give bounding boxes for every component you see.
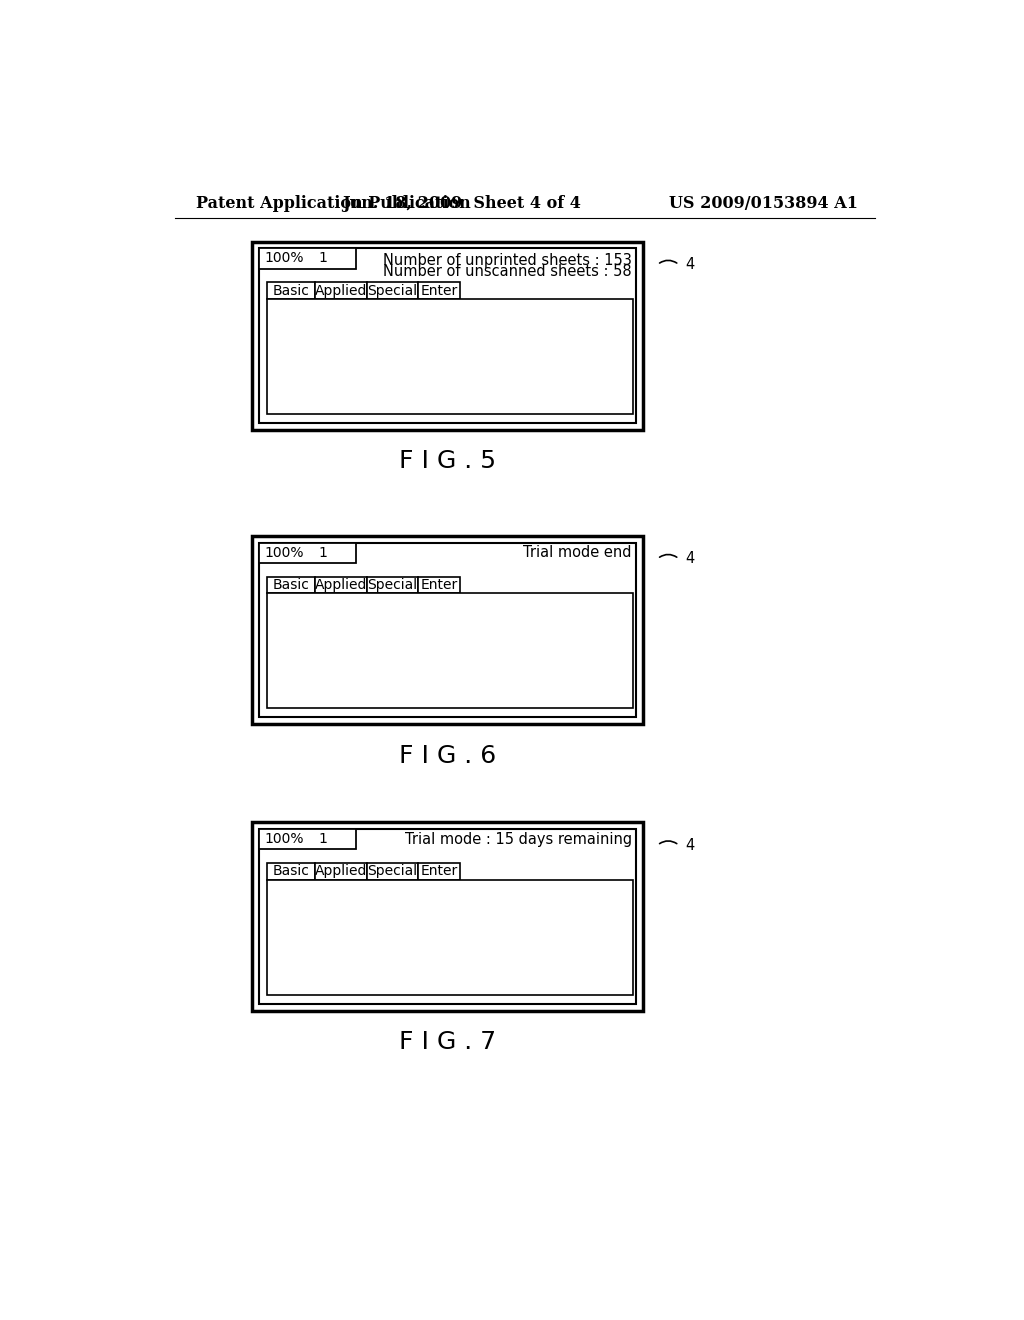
- Text: Enter: Enter: [421, 865, 458, 878]
- Text: Special: Special: [368, 284, 418, 298]
- Text: Basic: Basic: [272, 578, 309, 591]
- Text: F I G . 5: F I G . 5: [399, 449, 497, 474]
- Text: 4: 4: [685, 552, 694, 566]
- Text: 4: 4: [685, 838, 694, 853]
- Bar: [418, 863, 461, 880]
- Bar: [259, 248, 356, 268]
- Text: Trial mode : 15 days remaining: Trial mode : 15 days remaining: [404, 832, 632, 846]
- Text: Applied: Applied: [315, 284, 368, 298]
- Text: Number of unscanned sheets : 58: Number of unscanned sheets : 58: [383, 264, 632, 279]
- Text: US 2009/0153894 A1: US 2009/0153894 A1: [669, 194, 858, 211]
- Bar: [418, 577, 461, 594]
- Text: 100%: 100%: [264, 545, 304, 560]
- Text: Jun. 18, 2009  Sheet 4 of 4: Jun. 18, 2009 Sheet 4 of 4: [342, 194, 581, 211]
- Text: Enter: Enter: [421, 284, 458, 298]
- Text: F I G . 7: F I G . 7: [399, 1030, 497, 1055]
- Bar: [252, 242, 643, 430]
- Bar: [266, 282, 314, 300]
- Text: 100%: 100%: [264, 252, 304, 265]
- Text: Special: Special: [368, 578, 418, 591]
- Bar: [259, 543, 636, 718]
- Text: 100%: 100%: [264, 832, 304, 846]
- Bar: [418, 282, 461, 300]
- Text: 4: 4: [685, 257, 694, 272]
- Bar: [314, 577, 368, 594]
- Text: Applied: Applied: [315, 578, 368, 591]
- Bar: [314, 863, 368, 880]
- Bar: [259, 248, 636, 424]
- Text: Special: Special: [368, 865, 418, 878]
- Text: Basic: Basic: [272, 284, 309, 298]
- Bar: [266, 300, 633, 414]
- Text: 1: 1: [318, 545, 328, 560]
- Text: 1: 1: [318, 832, 328, 846]
- Text: Basic: Basic: [272, 865, 309, 878]
- Bar: [266, 594, 633, 708]
- Text: Number of unprinted sheets : 153: Number of unprinted sheets : 153: [383, 253, 632, 268]
- Bar: [368, 577, 418, 594]
- Text: Trial mode end: Trial mode end: [523, 545, 632, 560]
- Bar: [266, 863, 314, 880]
- Bar: [259, 829, 356, 849]
- Bar: [266, 577, 314, 594]
- Text: F I G . 6: F I G . 6: [399, 743, 497, 768]
- Bar: [368, 863, 418, 880]
- Text: 1: 1: [318, 252, 328, 265]
- Bar: [252, 822, 643, 1011]
- Text: Applied: Applied: [315, 865, 368, 878]
- Bar: [368, 282, 418, 300]
- Bar: [259, 543, 356, 562]
- Bar: [259, 829, 636, 1003]
- Text: Enter: Enter: [421, 578, 458, 591]
- Bar: [252, 536, 643, 725]
- Bar: [314, 282, 368, 300]
- Text: Patent Application Publication: Patent Application Publication: [197, 194, 471, 211]
- Bar: [266, 880, 633, 995]
